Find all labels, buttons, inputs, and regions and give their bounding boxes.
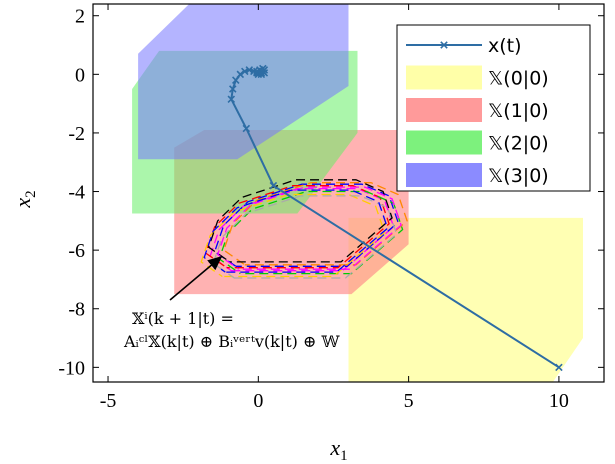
legend-item: x(t) xyxy=(406,35,522,57)
tube-polygon xyxy=(213,183,399,267)
x-axis: -5 0 5 10 xyxy=(100,4,569,412)
data-point xyxy=(269,181,278,190)
x-axis-label-main: x xyxy=(329,435,340,460)
trajectory-layer xyxy=(227,64,563,372)
region-3 xyxy=(138,4,349,160)
legend-label: x(t) xyxy=(488,35,522,57)
y-axis-label-sub: 2 xyxy=(23,190,39,198)
y-axis-label: x2 xyxy=(10,190,39,208)
annotation-line1: 𝕏ⁱ(k + 1|t) = xyxy=(132,309,234,328)
tube-polygon xyxy=(207,179,393,263)
x-tick-label: 10 xyxy=(549,390,569,412)
data-point xyxy=(245,66,254,74)
legend-swatch xyxy=(406,130,482,155)
tube-polygon xyxy=(200,193,386,278)
legend-label: 𝕏(0|0) xyxy=(488,68,549,90)
y-tick-label: -2 xyxy=(68,123,85,145)
tube-polygon xyxy=(216,186,402,270)
y-axis: 2 0 -2 -4 -6 -8 -10 xyxy=(58,6,604,379)
data-point xyxy=(241,67,249,76)
y-tick-label: -6 xyxy=(68,240,85,262)
x-axis-label: x1 xyxy=(329,435,347,464)
data-point xyxy=(242,124,251,133)
legend-item: 𝕏(1|0) xyxy=(406,98,549,122)
y-tick-label: 0 xyxy=(75,64,85,86)
legend-item: 𝕏(3|0) xyxy=(406,163,549,187)
tube-polygon xyxy=(203,189,389,273)
legend-item: 𝕏(2|0) xyxy=(406,130,549,155)
legend-swatch xyxy=(406,98,482,122)
legend: x(t) 𝕏(0|0) 𝕏(1|0) 𝕏(2|0) 𝕏(3|0) xyxy=(396,24,591,192)
tube-polygon xyxy=(218,190,404,275)
annotation: 𝕏ⁱ(k + 1|t) = Aᵢᶜˡ𝕏(k|t) ⊕ Bᵢᵛᵉʳᵗv(k|t) … xyxy=(123,255,340,351)
annotation-line2: Aᵢᶜˡ𝕏(k|t) ⊕ Bᵢᵛᵉʳᵗv(k|t) ⊕ 𝕎 xyxy=(123,332,340,351)
x-tick-label: -5 xyxy=(100,390,117,412)
tubes-layer xyxy=(200,179,408,279)
x-tick-label: 0 xyxy=(253,390,263,412)
y-tick-label: -10 xyxy=(58,357,85,379)
y-tick-label: -8 xyxy=(68,299,85,321)
data-point xyxy=(236,70,245,79)
tube-polygon xyxy=(212,195,398,279)
region-0 xyxy=(348,217,583,382)
data-point xyxy=(227,95,236,103)
y-axis-label-main: x xyxy=(10,198,35,209)
data-point xyxy=(259,67,267,76)
y-tick-label: 2 xyxy=(75,6,85,28)
regions-layer xyxy=(132,4,583,382)
annotation-arrow xyxy=(169,255,223,301)
legend-item: 𝕏(0|0) xyxy=(406,65,549,90)
data-point xyxy=(232,76,240,84)
legend-label: 𝕏(3|0) xyxy=(488,165,549,187)
data-point xyxy=(555,363,563,372)
legend-label: 𝕏(1|0) xyxy=(488,100,549,122)
data-point xyxy=(229,85,237,93)
legend-swatch xyxy=(406,65,482,90)
x-tick-label: 5 xyxy=(404,390,414,412)
legend-swatch xyxy=(406,163,482,187)
y-tick-label: -4 xyxy=(68,182,85,204)
legend-label: 𝕏(2|0) xyxy=(488,133,549,155)
plot-frame xyxy=(92,3,605,383)
x-axis-label-sub: 1 xyxy=(340,448,348,464)
